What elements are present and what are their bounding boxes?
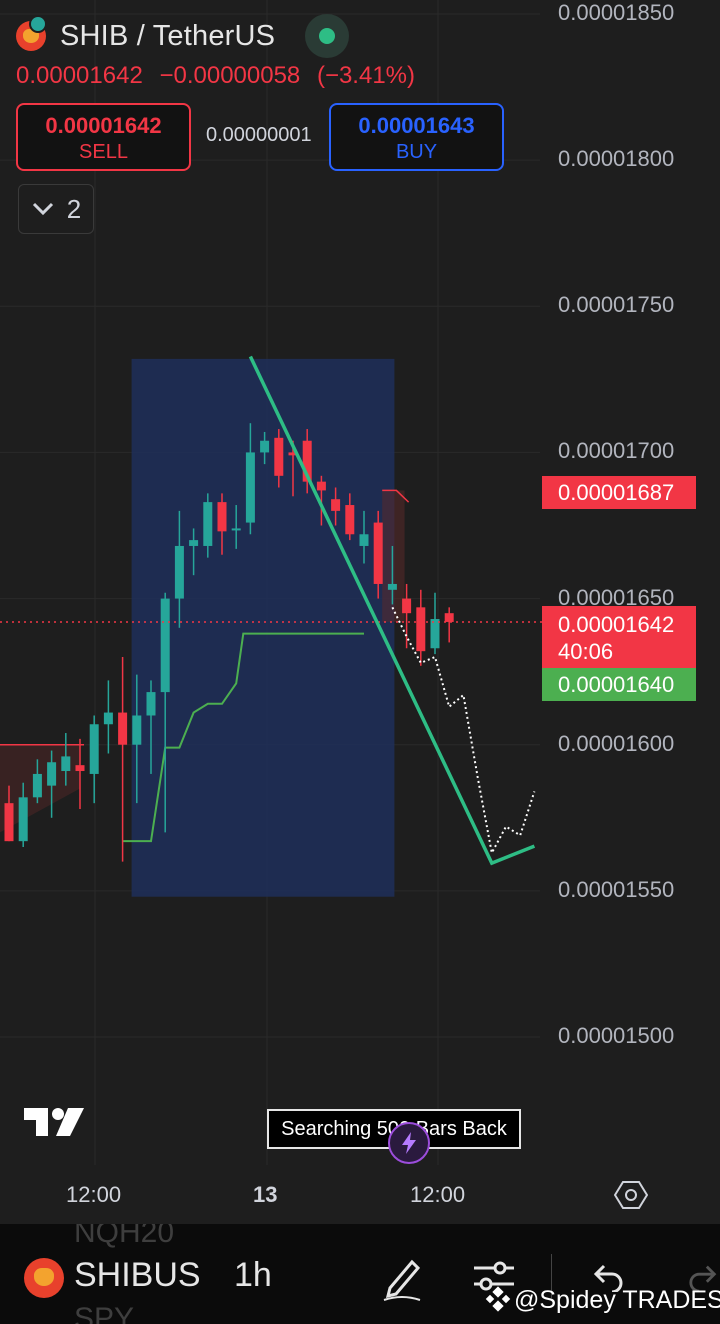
candle-body-5	[75, 765, 85, 772]
candle-body-3	[47, 762, 57, 786]
candle-body-12	[174, 545, 184, 599]
candle-body-15	[217, 502, 227, 532]
symbol-title[interactable]: SHIB / TetherUS	[60, 19, 276, 52]
price-change-row: 0.00001642 −0.00000058 (−3.41%)	[16, 62, 425, 90]
bar-countdown: 40:06	[558, 639, 614, 664]
candle-body-26	[373, 522, 383, 584]
undo-icon[interactable]	[590, 1262, 624, 1292]
sell-price: 0.00001642	[45, 113, 162, 138]
buy-button[interactable]: 0.00001643 BUY	[329, 103, 504, 171]
candle-body-30	[430, 619, 440, 649]
price-change: −0.00000058	[159, 62, 301, 89]
sell-label: SELL	[79, 141, 128, 163]
trailing-level-line	[122, 632, 364, 843]
current-price-tag: 0.00001642 40:06	[542, 606, 696, 668]
redo-icon[interactable]	[688, 1262, 720, 1292]
interval-picker[interactable]: 1h	[234, 1256, 272, 1294]
time-label-3: 12:00	[410, 1182, 466, 1207]
spread-value: 0.00000001	[206, 124, 312, 146]
candle-body-13	[189, 540, 199, 546]
chevron-down-icon	[32, 202, 53, 216]
candle-body-0	[4, 803, 14, 842]
market-status-icon[interactable]	[305, 14, 350, 58]
target-zone	[382, 490, 405, 622]
candle-body-2	[32, 773, 42, 798]
candle-body-20	[288, 452, 298, 456]
symbol-picker[interactable]: SHIBUS	[74, 1256, 201, 1294]
exchange-badge-icon	[29, 15, 47, 33]
price-chart[interactable]	[0, 0, 720, 1224]
candle-body-21	[302, 440, 312, 482]
pattern-match-region	[131, 358, 395, 897]
candle-body-16	[231, 528, 241, 531]
candle-body-23	[331, 499, 341, 511]
candle-body-7	[103, 712, 113, 725]
candle-body-9	[132, 715, 142, 745]
candle-body-10	[146, 692, 156, 716]
ghost-symbol-top: NQH20	[74, 1224, 175, 1249]
price-axis-label: 0.00001500	[558, 1023, 675, 1048]
buy-price: 0.00001643	[358, 113, 475, 138]
price-axis-label: 0.00001750	[558, 292, 675, 318]
target-zone-line	[382, 489, 410, 503]
toolbar-divider	[551, 1254, 552, 1298]
candle-body-27	[387, 583, 397, 590]
price-axis-label: 0.00001650	[558, 584, 675, 610]
ghost-symbol-bottom: SPY	[74, 1302, 135, 1324]
price-axis-label: 0.00001800	[558, 146, 675, 172]
last-price: 0.00001642	[16, 62, 143, 89]
price-change-percent: (−3.41%)	[316, 62, 416, 89]
price-axis-label: 0.00001700	[558, 438, 675, 464]
candle-body-28	[402, 598, 412, 614]
projection-path	[391, 606, 536, 856]
candle-body-25	[359, 534, 369, 546]
candle-body-22	[316, 481, 326, 491]
candle-body-8	[118, 712, 128, 745]
chart-area[interactable]: SHIB / TetherUS 0.00001642 −0.00000058 (…	[0, 0, 720, 1224]
chart-settings-icon[interactable]	[614, 1178, 648, 1212]
shib-coin-icon	[24, 1258, 64, 1298]
candle-body-29	[416, 607, 426, 652]
indicators-collapse-button[interactable]: 2	[18, 184, 94, 234]
lightning-button[interactable]	[388, 1122, 430, 1164]
buy-label: BUY	[395, 141, 438, 163]
upper-price-tag: 0.00001687	[542, 476, 696, 509]
lower-price-tag: 0.00001640	[542, 668, 696, 701]
candle-body-6	[89, 724, 99, 774]
candle-body-31	[444, 613, 454, 622]
price-axis-label: 0.00001600	[558, 730, 675, 756]
time-label-1: 12:00	[66, 1182, 122, 1207]
binance-logo-icon	[485, 1286, 511, 1312]
candle-body-11	[160, 598, 170, 693]
shib-coin-icon	[16, 15, 47, 51]
tradingview-logo-icon[interactable]	[22, 1104, 86, 1140]
sell-button[interactable]: 0.00001642 SELL	[16, 103, 191, 171]
trend-line	[248, 355, 536, 866]
price-axis-label: 0.00001550	[558, 876, 675, 902]
bottom-toolbar: NQH20 SPY SHIBUS 1h @Spidey TRADES	[0, 1224, 720, 1324]
drawing-tools-icon[interactable]	[380, 1254, 424, 1302]
candle-body-24	[345, 505, 355, 535]
candle-body-1	[18, 797, 28, 842]
current-price-value: 0.00001642	[558, 612, 675, 637]
candle-body-18	[260, 440, 270, 453]
lightning-icon	[402, 1132, 416, 1154]
indicator-count: 2	[66, 193, 82, 224]
candle-body-17	[245, 452, 255, 523]
time-label-2: 13	[253, 1182, 278, 1207]
indicators-settings-icon[interactable]	[472, 1260, 516, 1300]
watermark-text: @Spidey TRADES	[514, 1286, 720, 1314]
candle-body-19	[274, 437, 284, 476]
candle-body-4	[61, 756, 71, 772]
symbol-row[interactable]: SHIB / TetherUS	[16, 14, 350, 58]
candle-body-14	[203, 502, 213, 546]
header: SHIB / TetherUS	[16, 14, 350, 58]
price-axis-label: 0.00001850	[558, 0, 675, 25]
